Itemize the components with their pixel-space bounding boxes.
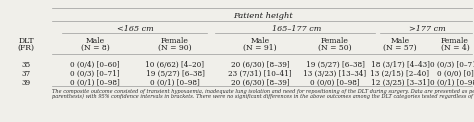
Text: 37: 37: [21, 70, 30, 78]
Text: parenthesis) with 95% confidence intervals in brackets. There were no significan: parenthesis) with 95% confidence interva…: [52, 94, 474, 99]
Text: 23 (7/31) [10–41]: 23 (7/31) [10–41]: [228, 70, 292, 78]
Text: Female: Female: [321, 37, 349, 45]
Text: 0 (0/1) [0–98]: 0 (0/1) [0–98]: [430, 79, 474, 87]
Text: 0 (0/1) [0–98]: 0 (0/1) [0–98]: [70, 79, 120, 87]
Text: 0 (0/4) [0–60]: 0 (0/4) [0–60]: [70, 61, 120, 69]
Text: Female: Female: [161, 37, 189, 45]
Text: 13 (2/15) [2–40]: 13 (2/15) [2–40]: [371, 70, 429, 78]
Text: 0 (0/3) [0–71]: 0 (0/3) [0–71]: [430, 61, 474, 69]
Text: 20 (6/30) [8–39]: 20 (6/30) [8–39]: [231, 79, 289, 87]
Text: >177 cm: >177 cm: [409, 25, 446, 33]
Text: 165–177 cm: 165–177 cm: [272, 25, 322, 33]
Text: 0 (0/0) [0–98]: 0 (0/0) [0–98]: [310, 79, 360, 87]
Text: (N = 57): (N = 57): [383, 44, 417, 52]
Text: <165 cm: <165 cm: [117, 25, 154, 33]
Text: 19 (5/27) [6–38]: 19 (5/27) [6–38]: [306, 61, 365, 69]
Text: 12 (3/25) [3–31]: 12 (3/25) [3–31]: [371, 79, 429, 87]
Text: 0 (0/1) [0–98]: 0 (0/1) [0–98]: [150, 79, 200, 87]
Text: (N = 4): (N = 4): [441, 44, 469, 52]
Text: (N = 91): (N = 91): [243, 44, 277, 52]
Text: Male: Male: [85, 37, 105, 45]
Text: 35: 35: [21, 61, 30, 69]
Text: 10 (6/62) [4–20]: 10 (6/62) [4–20]: [146, 61, 204, 69]
Text: 20 (6/30) [8–39]: 20 (6/30) [8–39]: [231, 61, 289, 69]
Text: (N = 8): (N = 8): [81, 44, 109, 52]
Text: 39: 39: [21, 79, 30, 87]
Text: The composite outcome consisted of transient hypoxaemia, inadequate lung isolati: The composite outcome consisted of trans…: [52, 89, 474, 94]
Text: 19 (5/27) [6–38]: 19 (5/27) [6–38]: [146, 70, 204, 78]
Text: Male: Male: [250, 37, 270, 45]
Text: DLT: DLT: [18, 37, 34, 45]
Text: Patient height: Patient height: [233, 12, 293, 20]
Text: Female: Female: [441, 37, 469, 45]
Text: 18 (3/17) [4–43]: 18 (3/17) [4–43]: [371, 61, 429, 69]
Text: 13 (3/23) [13–34]: 13 (3/23) [13–34]: [303, 70, 366, 78]
Text: 0 (0/3) [0–71]: 0 (0/3) [0–71]: [70, 70, 120, 78]
Text: (N = 90): (N = 90): [158, 44, 192, 52]
Text: 0 (0/0) [0]: 0 (0/0) [0]: [437, 70, 474, 78]
Text: (FR): (FR): [18, 44, 35, 52]
Text: Male: Male: [391, 37, 410, 45]
Text: (N = 50): (N = 50): [318, 44, 352, 52]
